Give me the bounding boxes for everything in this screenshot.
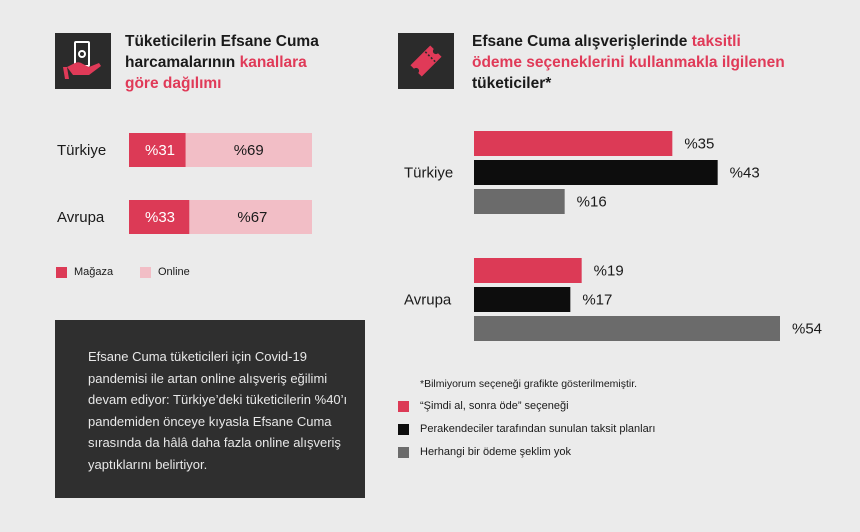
bar-avrupa-series-3: [474, 316, 780, 341]
legend-swatch-yok: [398, 447, 409, 458]
bar-label-t-rkiye-series-1: %35: [684, 136, 714, 153]
legend-swatch-taksit: [398, 424, 409, 435]
info-box: Efsane Cuma tüketicileri için Covid-19 p…: [55, 320, 365, 498]
legend-label-yok: Herhangi bir ödeme şeklim yok: [420, 446, 572, 458]
legend-label-taksit: Perakendeciler tarafından sunulan taksit…: [420, 423, 656, 435]
left-stacked-bar-chart: Türkiye %31 %69 Avrupa %33 %67: [57, 133, 312, 234]
hand-holding-money-icon: [63, 41, 101, 79]
row-label-avrupa: Avrupa: [57, 209, 105, 226]
legend-label-magaza: Mağaza: [74, 266, 114, 278]
left-chart-title: Tüketicilerin Efsane Cuma harcamalarının…: [125, 31, 365, 94]
bar-avrupa-online: [189, 200, 312, 234]
row-label-t-rkiye: Türkiye: [404, 165, 453, 182]
right-title-line1: Efsane Cuma alışverişlerinde taksitli: [472, 33, 741, 50]
bar-label-avrupa-online: %67: [237, 209, 267, 226]
bar-avrupa-ma-aza: [129, 200, 190, 234]
bar-t-rkiye-series-2: [474, 160, 718, 185]
legend-swatch-magaza: [56, 267, 67, 278]
row-label-t-rkiye: Türkiye: [57, 142, 106, 159]
right-chart-icon-box: [398, 33, 454, 89]
legend-swatch-simdi-al: [398, 401, 409, 412]
right-grouped-bar-chart: Türkiye %35 %43 %16 Avrupa %19 %17 %54: [404, 131, 822, 341]
left-title-line3: göre dağılımı: [125, 75, 222, 92]
bar-label-avrupa-series-3: %54: [792, 321, 822, 338]
right-title-line2: ödeme seçeneklerini kullanmakla ilgilene…: [472, 54, 785, 71]
bar-t-rkiye-series-1: [474, 131, 673, 156]
bar-label-avrupa-series-1: %19: [594, 263, 624, 280]
row-label-avrupa: Avrupa: [404, 292, 452, 309]
left-title-line2: harcamalarının kanallara: [125, 54, 307, 71]
bar-label-t-rkiye-online: %69: [234, 142, 264, 159]
bar-t-rkiye-series-3: [474, 189, 565, 214]
legend-swatch-online: [140, 267, 151, 278]
right-chart-title: Efsane Cuma alışverişlerinde taksitli öd…: [472, 31, 832, 94]
info-box-text: Efsane Cuma tüketicileri için Covid-19 p…: [88, 349, 348, 472]
bar-t-rkiye-ma-aza: [129, 133, 186, 167]
bar-label-t-rkiye-series-3: %16: [577, 194, 607, 211]
left-chart-icon-box: [55, 33, 111, 89]
legend-label-online: Online: [158, 266, 190, 278]
left-title-line1: Tüketicilerin Efsane Cuma: [125, 33, 319, 50]
bar-label-avrupa-ma-aza: %33: [145, 209, 175, 226]
legend-label-simdi-al: “Şimdi al, sonra öde” seçeneği: [420, 400, 569, 412]
bar-label-avrupa-series-2: %17: [582, 292, 612, 309]
bar-label-t-rkiye-series-2: %43: [730, 165, 760, 182]
right-footnote: *Bilmiyorum seçeneği grafikte gösterilme…: [420, 378, 638, 390]
ticket-icon: [410, 45, 442, 77]
right-title-line3: tüketiciler*: [472, 75, 552, 92]
bar-label-t-rkiye-ma-aza: %31: [145, 142, 175, 159]
bar-t-rkiye-online: [185, 133, 312, 167]
bar-avrupa-series-2: [474, 287, 571, 312]
bar-avrupa-series-1: [474, 258, 582, 283]
